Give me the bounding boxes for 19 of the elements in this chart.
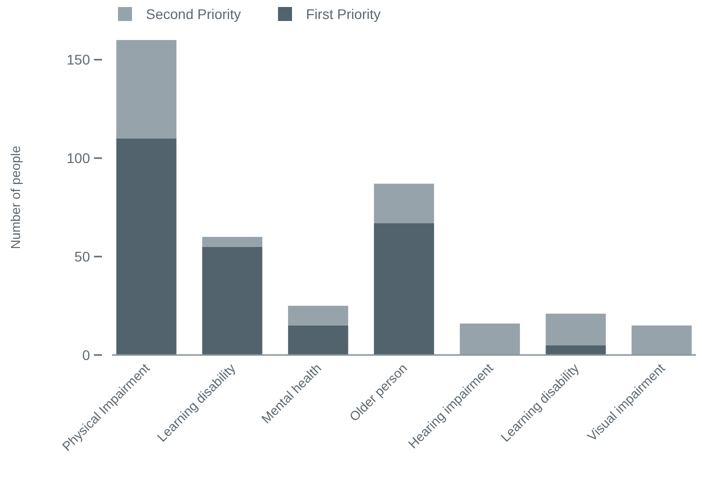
y-tick-label: 0 bbox=[82, 346, 90, 363]
legend-label: First Priority bbox=[306, 6, 381, 22]
bar bbox=[202, 236, 262, 247]
bar bbox=[546, 314, 606, 346]
bar bbox=[116, 40, 176, 138]
bar bbox=[374, 223, 434, 355]
bar bbox=[116, 138, 176, 355]
bar bbox=[460, 324, 520, 355]
y-tick-label: 150 bbox=[66, 52, 90, 68]
y-axis-title: Number of people bbox=[8, 146, 23, 250]
y-tick-label: 100 bbox=[66, 150, 90, 166]
bar bbox=[288, 325, 348, 355]
bar bbox=[288, 306, 348, 326]
bar bbox=[632, 325, 692, 355]
y-tick-label: 50 bbox=[74, 248, 90, 264]
legend-label: Second Priority bbox=[146, 6, 241, 22]
bar bbox=[546, 345, 606, 355]
bar bbox=[374, 184, 434, 224]
bar bbox=[202, 246, 262, 355]
